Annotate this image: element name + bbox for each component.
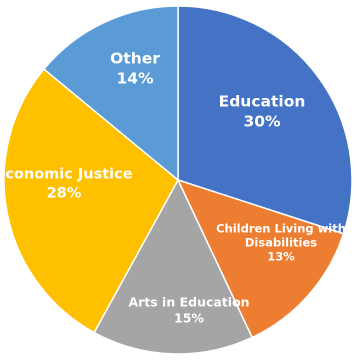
slice-label-4: Other 14% (110, 50, 160, 88)
slice-label-3: Economic Justice 28% (0, 167, 133, 202)
slice-category-label: Arts in Education (128, 295, 249, 310)
slice-value-label: 13% (267, 250, 295, 264)
slice-category-label: Children Living with (216, 222, 346, 236)
slice-value-label: 15% (174, 311, 204, 326)
slice-label-0: Education 30% (219, 93, 306, 131)
pie-slice-1 (176, 178, 345, 339)
slice-label-2: Arts in Education 15% (128, 295, 249, 326)
pie-slice-4 (42, 5, 179, 182)
slice-value-label: 28% (47, 186, 82, 202)
slice-category-label: Disabilities (245, 236, 317, 250)
slice-value-label: 14% (116, 70, 154, 88)
slice-label-1: Children Living with Disabilities 13% (216, 222, 346, 264)
slice-value-label: 30% (243, 113, 281, 131)
pie-slice-2 (93, 178, 254, 355)
pie-slice-0 (177, 5, 353, 235)
slice-category-label: Education (219, 93, 306, 111)
slice-category-label: Economic Justice (0, 167, 133, 183)
slice-category-label: Other (110, 50, 160, 68)
pie-slice-3 (3, 68, 179, 334)
